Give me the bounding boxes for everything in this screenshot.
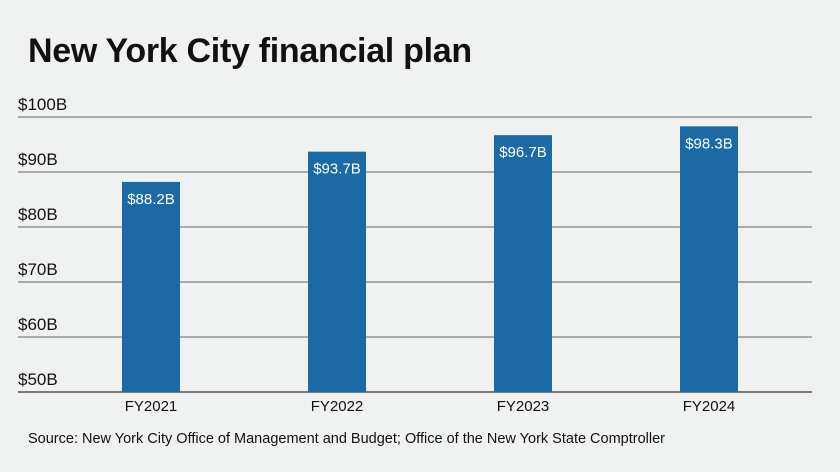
y-tick-label: $60B [18, 315, 58, 334]
y-tick-label: $80B [18, 205, 58, 224]
y-tick-label: $70B [18, 260, 58, 279]
y-tick-label: $90B [18, 150, 58, 169]
bar [494, 135, 552, 392]
bar-value-label: $93.7B [313, 161, 361, 178]
y-tick-label: $100B [18, 95, 67, 114]
bar [680, 126, 738, 392]
x-category-label: FY2023 [497, 398, 550, 415]
chart-title: New York City financial plan [28, 32, 472, 70]
bar [122, 181, 180, 392]
y-tick-label: $50B [18, 370, 58, 389]
y-axis-tick-labels: $50B $60B $70B $80B $90B $100B [18, 95, 67, 389]
x-category-label: FY2024 [683, 398, 736, 415]
bar-value-label: $98.3B [685, 135, 733, 152]
bar-value-label: $96.7B [499, 144, 547, 161]
source-note: Source: New York City Office of Manageme… [28, 431, 665, 447]
bar [308, 151, 366, 392]
x-axis-category-labels: FY2021 FY2022 FY2023 FY2024 [125, 398, 736, 415]
x-category-label: FY2022 [311, 398, 364, 415]
x-category-label: FY2021 [125, 398, 178, 415]
bar-value-label: $88.2B [127, 191, 175, 208]
bars: $88.2B $93.7B $96.7B $98.3B [122, 126, 738, 392]
